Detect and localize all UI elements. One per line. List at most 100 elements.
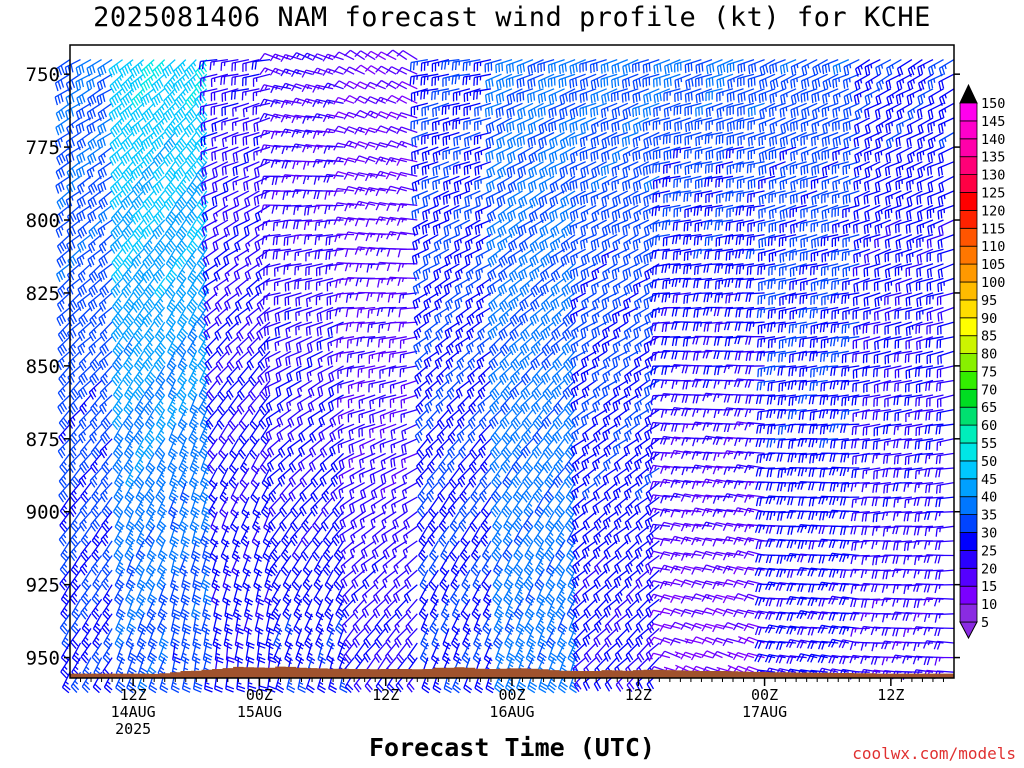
barb-half-feather xyxy=(63,578,67,583)
barb-feather xyxy=(79,524,85,532)
barb-half-feather xyxy=(204,518,209,522)
barb-feather xyxy=(58,213,64,222)
barb-feather xyxy=(131,188,138,197)
wind-barb xyxy=(234,306,250,326)
wind-barb xyxy=(97,204,113,224)
barb-shaft xyxy=(79,496,92,511)
barb-feather xyxy=(80,360,87,369)
barb-half-feather xyxy=(182,106,186,111)
barb-feather xyxy=(158,137,164,146)
wind-barb xyxy=(98,292,113,312)
barb-feather xyxy=(92,108,97,118)
barb-feather xyxy=(116,567,125,574)
barb-feather xyxy=(271,176,275,186)
barb-feather xyxy=(91,273,97,281)
wind-barb xyxy=(109,146,124,166)
barb-feather xyxy=(114,241,120,250)
barb-half-feather xyxy=(104,490,108,495)
barb-feather xyxy=(93,285,99,294)
barb-feather xyxy=(55,68,60,78)
barb-shaft xyxy=(101,569,113,584)
wind-barb xyxy=(109,88,124,108)
wind-barb xyxy=(91,584,103,606)
barb-feather xyxy=(235,211,240,220)
barb-feather xyxy=(158,78,164,87)
barb-shaft xyxy=(186,278,197,294)
barb-feather xyxy=(264,358,268,368)
barb-feather xyxy=(116,658,125,665)
barb-half-feather xyxy=(83,519,87,524)
barb-feather xyxy=(82,372,89,381)
barb-half-feather xyxy=(149,444,154,449)
barb-feather xyxy=(111,97,117,106)
barb-feather xyxy=(89,96,94,105)
barb-feather xyxy=(292,175,296,184)
barb-shaft xyxy=(122,409,134,424)
barb-feather xyxy=(58,169,63,178)
barb-feather xyxy=(269,462,275,470)
barb-feather xyxy=(78,80,82,89)
wind-barb xyxy=(233,204,250,222)
barb-feather xyxy=(134,80,140,89)
wind-barb xyxy=(80,525,92,547)
barb-feather xyxy=(82,595,89,603)
barb-feather xyxy=(263,190,268,199)
barb-feather xyxy=(112,171,119,180)
barb-feather xyxy=(232,227,236,236)
barb-half-feather xyxy=(194,623,199,627)
barb-feather xyxy=(93,493,100,501)
wind-barb xyxy=(175,234,188,256)
barb-feather xyxy=(62,552,69,559)
barb-half-feather xyxy=(84,592,89,597)
barb-feather xyxy=(116,93,122,102)
wind-barb xyxy=(276,409,292,428)
barb-half-feather xyxy=(60,137,63,143)
barb-half-feather xyxy=(285,608,290,612)
barb-feather xyxy=(78,212,83,222)
wind-barb xyxy=(61,671,71,694)
barb-feather xyxy=(57,95,61,104)
barb-half-feather xyxy=(129,430,134,434)
barb-feather xyxy=(127,614,135,621)
barb-half-feather xyxy=(285,84,289,89)
barb-feather xyxy=(133,200,140,209)
barb-feather xyxy=(69,258,75,267)
barb-half-feather xyxy=(62,534,67,539)
barb-feather xyxy=(70,507,77,515)
wind-barb xyxy=(223,219,239,238)
wind-barb xyxy=(99,321,113,342)
wind-barb xyxy=(284,642,293,665)
wind-barb xyxy=(122,365,134,387)
barb-half-feather xyxy=(93,314,97,320)
barb-feather xyxy=(128,623,137,630)
barb-feather xyxy=(65,155,70,164)
barb-feather xyxy=(70,390,77,398)
barb-half-feather xyxy=(265,236,268,241)
barb-feather xyxy=(129,608,137,615)
wind-barb xyxy=(120,234,134,255)
barb-half-feather xyxy=(82,270,86,275)
wind-barb xyxy=(75,59,92,76)
barb-feather xyxy=(59,390,66,398)
barb-feather xyxy=(172,609,181,614)
barb-shaft xyxy=(143,438,155,454)
barb-feather xyxy=(61,566,69,574)
wind-barb xyxy=(89,409,103,430)
barb-half-feather xyxy=(161,681,166,685)
barb-feather xyxy=(293,206,296,216)
barb-feather xyxy=(275,250,278,260)
barb-feather xyxy=(102,65,107,74)
barb-feather xyxy=(60,554,68,562)
wind-barb xyxy=(111,365,124,387)
barb-half-feather xyxy=(286,191,289,196)
barb-feather xyxy=(103,255,108,264)
barb-feather xyxy=(71,478,78,486)
barb-feather xyxy=(274,342,277,352)
barb-half-feather xyxy=(129,474,134,478)
barb-feather xyxy=(211,124,214,133)
barb-feather xyxy=(57,450,64,459)
barb-feather xyxy=(99,81,104,90)
barb-half-feather xyxy=(182,445,187,449)
barb-feather xyxy=(70,94,75,103)
wind-barb xyxy=(131,190,145,211)
